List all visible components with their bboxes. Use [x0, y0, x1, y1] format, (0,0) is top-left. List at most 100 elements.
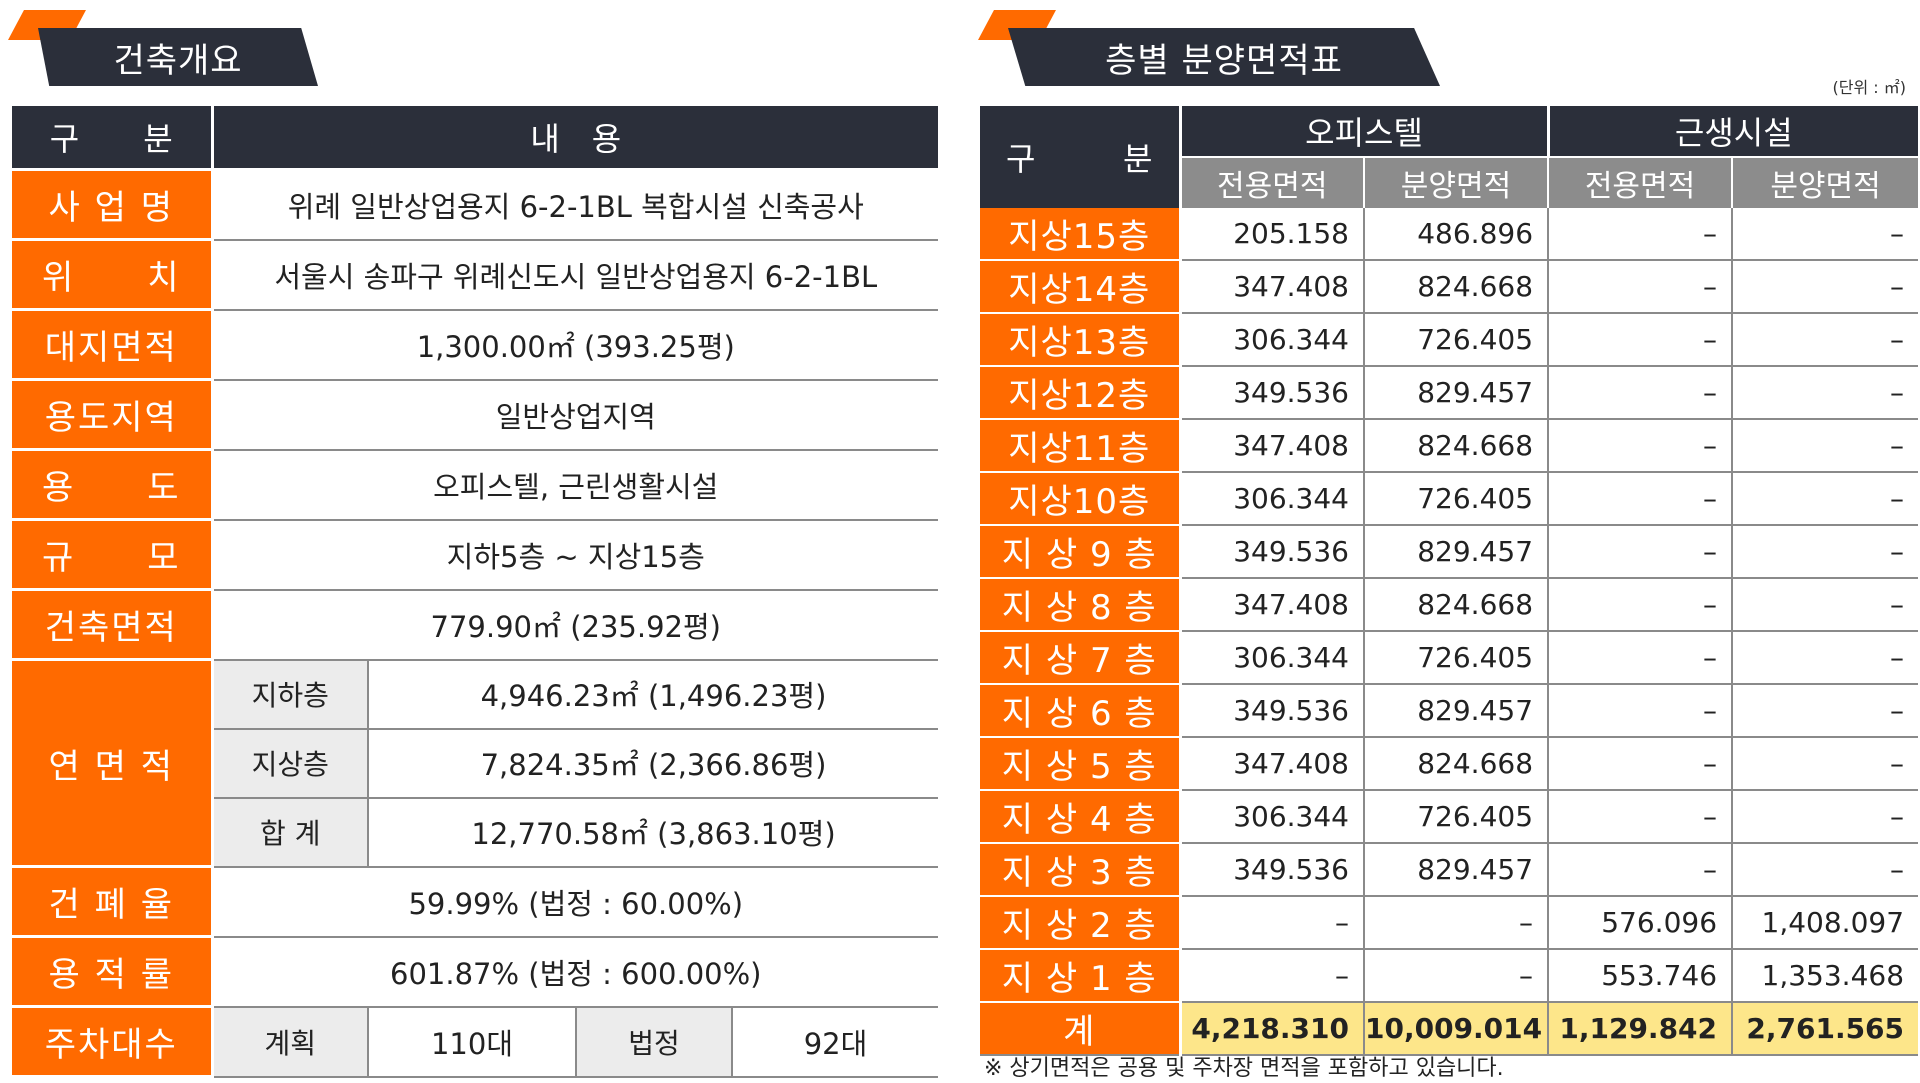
officetel-exclusive-area: 349.536: [1180, 843, 1365, 897]
row-key: 용 도: [12, 449, 214, 521]
retail-exclusive-area: –: [1548, 737, 1734, 791]
header-exclusive-area: 전용면적: [1548, 157, 1734, 208]
floor-area-section-title: 층별 분양면적표: [978, 10, 1440, 86]
retail-exclusive-area: –: [1548, 419, 1734, 473]
floor-row: 지 상 2 층 – –576.096 1,408.097: [980, 896, 1919, 950]
officetel-exclusive-area: –: [1180, 896, 1365, 950]
total-value: 1,129.842: [1548, 1002, 1734, 1056]
floor-label: 지 상 9 층: [980, 525, 1182, 579]
floor-row: 지 상 3 층 349.536 829.457– –: [980, 843, 1919, 897]
row-key: 용 적 률: [12, 936, 214, 1008]
floor-label: 지상15층: [980, 208, 1182, 261]
header-content: 내 용: [212, 106, 939, 171]
row-key: 건 폐 율: [12, 866, 214, 938]
officetel-exclusive-area: –: [1180, 949, 1365, 1003]
header-sale-area: 분양면적: [1732, 157, 1919, 208]
floor-label: 지상10층: [980, 472, 1182, 526]
retail-exclusive-area: 553.746: [1548, 949, 1734, 1003]
retail-sale-area: –: [1732, 790, 1919, 844]
table-row: 합 계 12,770.58㎡ (3,863.10평): [12, 797, 939, 868]
row-key: 건축면적: [12, 589, 214, 661]
floor-area-title: 층별 분양면적표: [1008, 28, 1440, 86]
floor-row: 지 상 1 층 – –553.746 1,353.468: [980, 949, 1919, 1003]
parking-key: 주차대수: [12, 1006, 214, 1078]
officetel-sale-area: 726.405: [1364, 472, 1550, 526]
header-sale-area: 분양면적: [1364, 157, 1550, 208]
parking-plan-label: 계획: [212, 1006, 369, 1078]
retail-sale-area: –: [1732, 419, 1919, 473]
floor-label: 지상13층: [980, 313, 1182, 367]
floor-label: 지 상 6 층: [980, 684, 1182, 738]
retail-exclusive-area: –: [1548, 525, 1734, 579]
officetel-exclusive-area: 347.408: [1180, 578, 1365, 632]
officetel-exclusive-area: 349.536: [1180, 684, 1365, 738]
floor-label: 지상12층: [980, 366, 1182, 420]
floor-row: 지 상 5 층 347.408 824.668– –: [980, 737, 1919, 791]
table-header-row: 구 분 오피스텔 근생시설: [980, 106, 1919, 208]
officetel-sale-area: 829.457: [1364, 366, 1550, 420]
gross-area-sub-label: 합 계: [212, 797, 369, 868]
officetel-sale-area: –: [1364, 896, 1550, 950]
retail-exclusive-area: –: [1548, 790, 1734, 844]
officetel-exclusive-area: 349.536: [1180, 366, 1365, 420]
header-category-a: 구: [1006, 140, 1036, 178]
row-value: 서울시 송파구 위례신도시 일반상업용지 6-2-1BL: [212, 239, 939, 311]
row-key: 위 치: [12, 239, 214, 311]
officetel-exclusive-area: 205.158: [1180, 208, 1365, 261]
row-value: 59.99% (법정 : 60.00%): [212, 866, 939, 938]
officetel-sale-area: 824.668: [1364, 260, 1550, 314]
header-category: 구 분: [980, 106, 1182, 208]
officetel-sale-area: 824.668: [1364, 419, 1550, 473]
table-subheader-row: 전용면적 분양면적 전용면적 분양면적: [980, 157, 1919, 208]
floor-label: 지 상 2 층: [980, 896, 1182, 950]
retail-exclusive-area: –: [1548, 366, 1734, 420]
retail-exclusive-area: –: [1548, 260, 1734, 314]
parking-legal-value: 92대: [732, 1006, 939, 1078]
officetel-sale-area: 726.405: [1364, 631, 1550, 685]
officetel-exclusive-area: 306.344: [1180, 313, 1365, 367]
floor-rows: 지상15층 205.158 486.896– – 지상14층 347.408 824.668…: [980, 208, 1919, 1003]
floor-label: 지상14층: [980, 260, 1182, 314]
row-key: 사 업 명: [12, 169, 214, 241]
floor-row: 지 상 7 층 306.344 726.405– –: [980, 631, 1919, 685]
retail-sale-area: –: [1732, 578, 1919, 632]
overview-section-title: 건축개요: [8, 10, 318, 86]
row-value: 지하5층 ~ 지상15층: [212, 519, 939, 591]
table-row: 용 도 오피스텔, 근린생활시설: [12, 449, 939, 521]
retail-exclusive-area: –: [1548, 843, 1734, 897]
gross-area-sub-label: 지하층: [212, 659, 369, 730]
gross-area-sub-label: 지상층: [212, 728, 369, 799]
officetel-exclusive-area: 306.344: [1180, 631, 1365, 685]
gross-area-value: 4,946.23㎡ (1,496.23평): [368, 659, 939, 730]
retail-exclusive-area: 576.096: [1548, 896, 1734, 950]
floor-row: 지상12층 349.536 829.457– –: [980, 366, 1919, 420]
total-label: 계: [980, 1002, 1182, 1056]
row-value: 779.90㎡ (235.92평): [212, 589, 939, 661]
retail-sale-area: –: [1732, 260, 1919, 314]
footnote: ※ 상기면적은 공용 및 주차장 면적을 포함하고 있습니다.: [984, 1056, 1504, 1081]
officetel-exclusive-area: 347.408: [1180, 419, 1365, 473]
total-value: 2,761.565: [1732, 1002, 1919, 1056]
officetel-sale-area: –: [1364, 949, 1550, 1003]
row-value: 위례 일반상업용지 6-2-1BL 복합시설 신축공사: [212, 169, 939, 241]
parking-legal-label: 법정: [576, 1006, 733, 1078]
row-value: 1,300.00㎡ (393.25평): [212, 309, 939, 381]
header-category: 구 분: [12, 106, 214, 171]
floor-label: 지 상 4 층: [980, 790, 1182, 844]
floor-row: 지상14층 347.408 824.668– –: [980, 260, 1919, 314]
floor-row: 지상15층 205.158 486.896– –: [980, 208, 1919, 261]
retail-sale-area: –: [1732, 843, 1919, 897]
table-row: 대지면적 1,300.00㎡ (393.25평): [12, 309, 939, 381]
retail-sale-area: –: [1732, 525, 1919, 579]
header-retail: 근생시설: [1548, 106, 1919, 158]
retail-exclusive-area: –: [1548, 208, 1734, 261]
officetel-sale-area: 829.457: [1364, 525, 1550, 579]
header-exclusive-area: 전용면적: [1180, 157, 1365, 208]
table-row: 위 치 서울시 송파구 위례신도시 일반상업용지 6-2-1BL: [12, 239, 939, 311]
retail-sale-area: –: [1732, 631, 1919, 685]
floor-row: 지 상 4 층 306.344 726.405– –: [980, 790, 1919, 844]
table-row: 건축면적 779.90㎡ (235.92평): [12, 589, 939, 661]
total-value: 4,218.310: [1180, 1002, 1365, 1056]
floor-row: 지 상 9 층 349.536 829.457– –: [980, 525, 1919, 579]
officetel-sale-area: 726.405: [1364, 313, 1550, 367]
